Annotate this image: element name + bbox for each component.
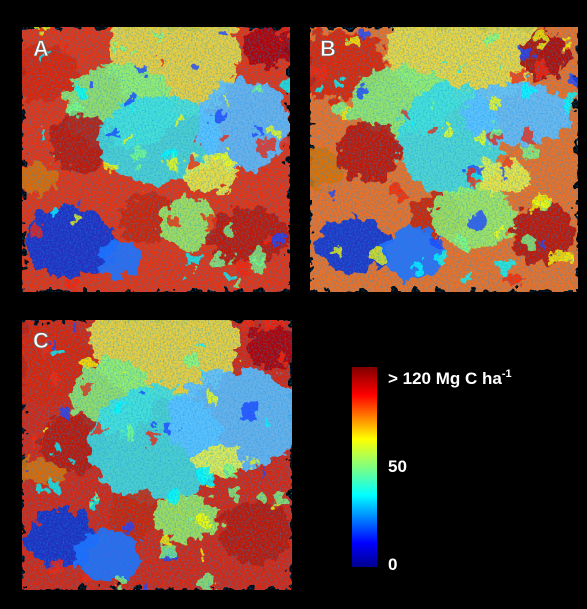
colorbar-label: 0 [388,555,397,574]
colorbar [352,367,377,567]
colorbar-label: 50 [388,457,407,476]
figure: A B C > 120 Mg C ha-1 50 0 [0,0,587,609]
panel-label: B [320,36,336,61]
map-texture [22,27,290,292]
colorbar-label: > 120 Mg C ha-1 [388,368,512,388]
map-texture [22,320,292,590]
panel-label: A [33,36,49,61]
colorbar-label-text: > 120 Mg C ha [388,369,502,388]
panel-label: C [33,328,49,353]
colorbar-label-superscript: -1 [502,368,512,380]
page: A B C > 120 Mg C ha-1 50 0 (() => { cons… [0,0,587,609]
map-texture [310,27,578,292]
